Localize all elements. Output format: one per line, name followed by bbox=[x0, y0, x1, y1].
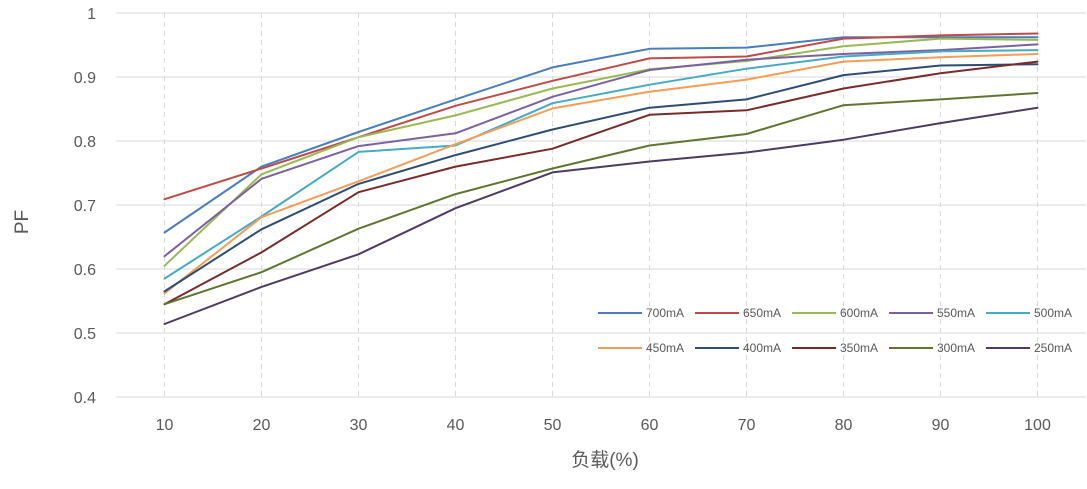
legend-label: 250mA bbox=[1034, 341, 1072, 355]
y-tick-label: 0.8 bbox=[74, 134, 96, 151]
x-tick-label: 40 bbox=[447, 417, 465, 434]
y-tick-label: 0.7 bbox=[74, 198, 96, 215]
x-tick-label: 30 bbox=[350, 417, 368, 434]
series-line-650mA bbox=[163, 32, 1039, 201]
y-axis-title: PF bbox=[12, 210, 33, 234]
x-tick-label: 70 bbox=[738, 417, 756, 434]
series-line-550mA bbox=[163, 43, 1039, 258]
series-line-350mA bbox=[163, 60, 1039, 306]
series-line-700mA bbox=[163, 36, 1039, 234]
legend-label: 350mA bbox=[840, 341, 878, 355]
grid bbox=[116, 12, 1086, 398]
y-tick-label: 0.9 bbox=[74, 70, 96, 87]
series-line-450mA bbox=[163, 53, 1039, 295]
legend-label: 450mA bbox=[646, 341, 684, 355]
x-tick-label: 100 bbox=[1024, 417, 1051, 434]
x-tick-label: 60 bbox=[641, 417, 659, 434]
series-line-300mA bbox=[163, 92, 1039, 306]
x-tick-label: 90 bbox=[932, 417, 950, 434]
y-tick-label: 1 bbox=[87, 6, 96, 23]
x-tick-label: 20 bbox=[253, 417, 271, 434]
x-tick-label: 10 bbox=[156, 417, 174, 434]
legend-label: 700mA bbox=[646, 306, 684, 320]
x-axis-title: 负载(%) bbox=[571, 449, 639, 471]
series-line-250mA bbox=[163, 106, 1039, 325]
y-tick-label: 0.5 bbox=[74, 326, 96, 343]
series-line-400mA bbox=[163, 63, 1039, 293]
x-tick-label: 50 bbox=[544, 417, 562, 434]
y-tick-label: 0.4 bbox=[74, 390, 96, 407]
legend-label: 600mA bbox=[840, 306, 878, 320]
x-tick-label: 80 bbox=[835, 417, 853, 434]
series-line-500mA bbox=[163, 49, 1039, 280]
y-axis-ticks: 0.4 0.5 0.6 0.7 0.8 0.9 1 bbox=[74, 6, 96, 407]
legend: 700mA 650mA 600mA 550mA 500mA 450mA 400mA 350mA… bbox=[598, 306, 1072, 355]
legend-label: 400mA bbox=[743, 341, 781, 355]
y-tick-label: 0.6 bbox=[74, 262, 96, 279]
legend-label: 650mA bbox=[743, 306, 781, 320]
legend-label: 500mA bbox=[1034, 306, 1072, 320]
series-line-600mA bbox=[163, 37, 1039, 267]
legend-label: 300mA bbox=[937, 341, 975, 355]
legend-label: 550mA bbox=[937, 306, 975, 320]
x-axis-ticks: 10 20 30 40 50 60 70 80 90 100 bbox=[156, 417, 1051, 434]
series-lines bbox=[163, 32, 1039, 325]
